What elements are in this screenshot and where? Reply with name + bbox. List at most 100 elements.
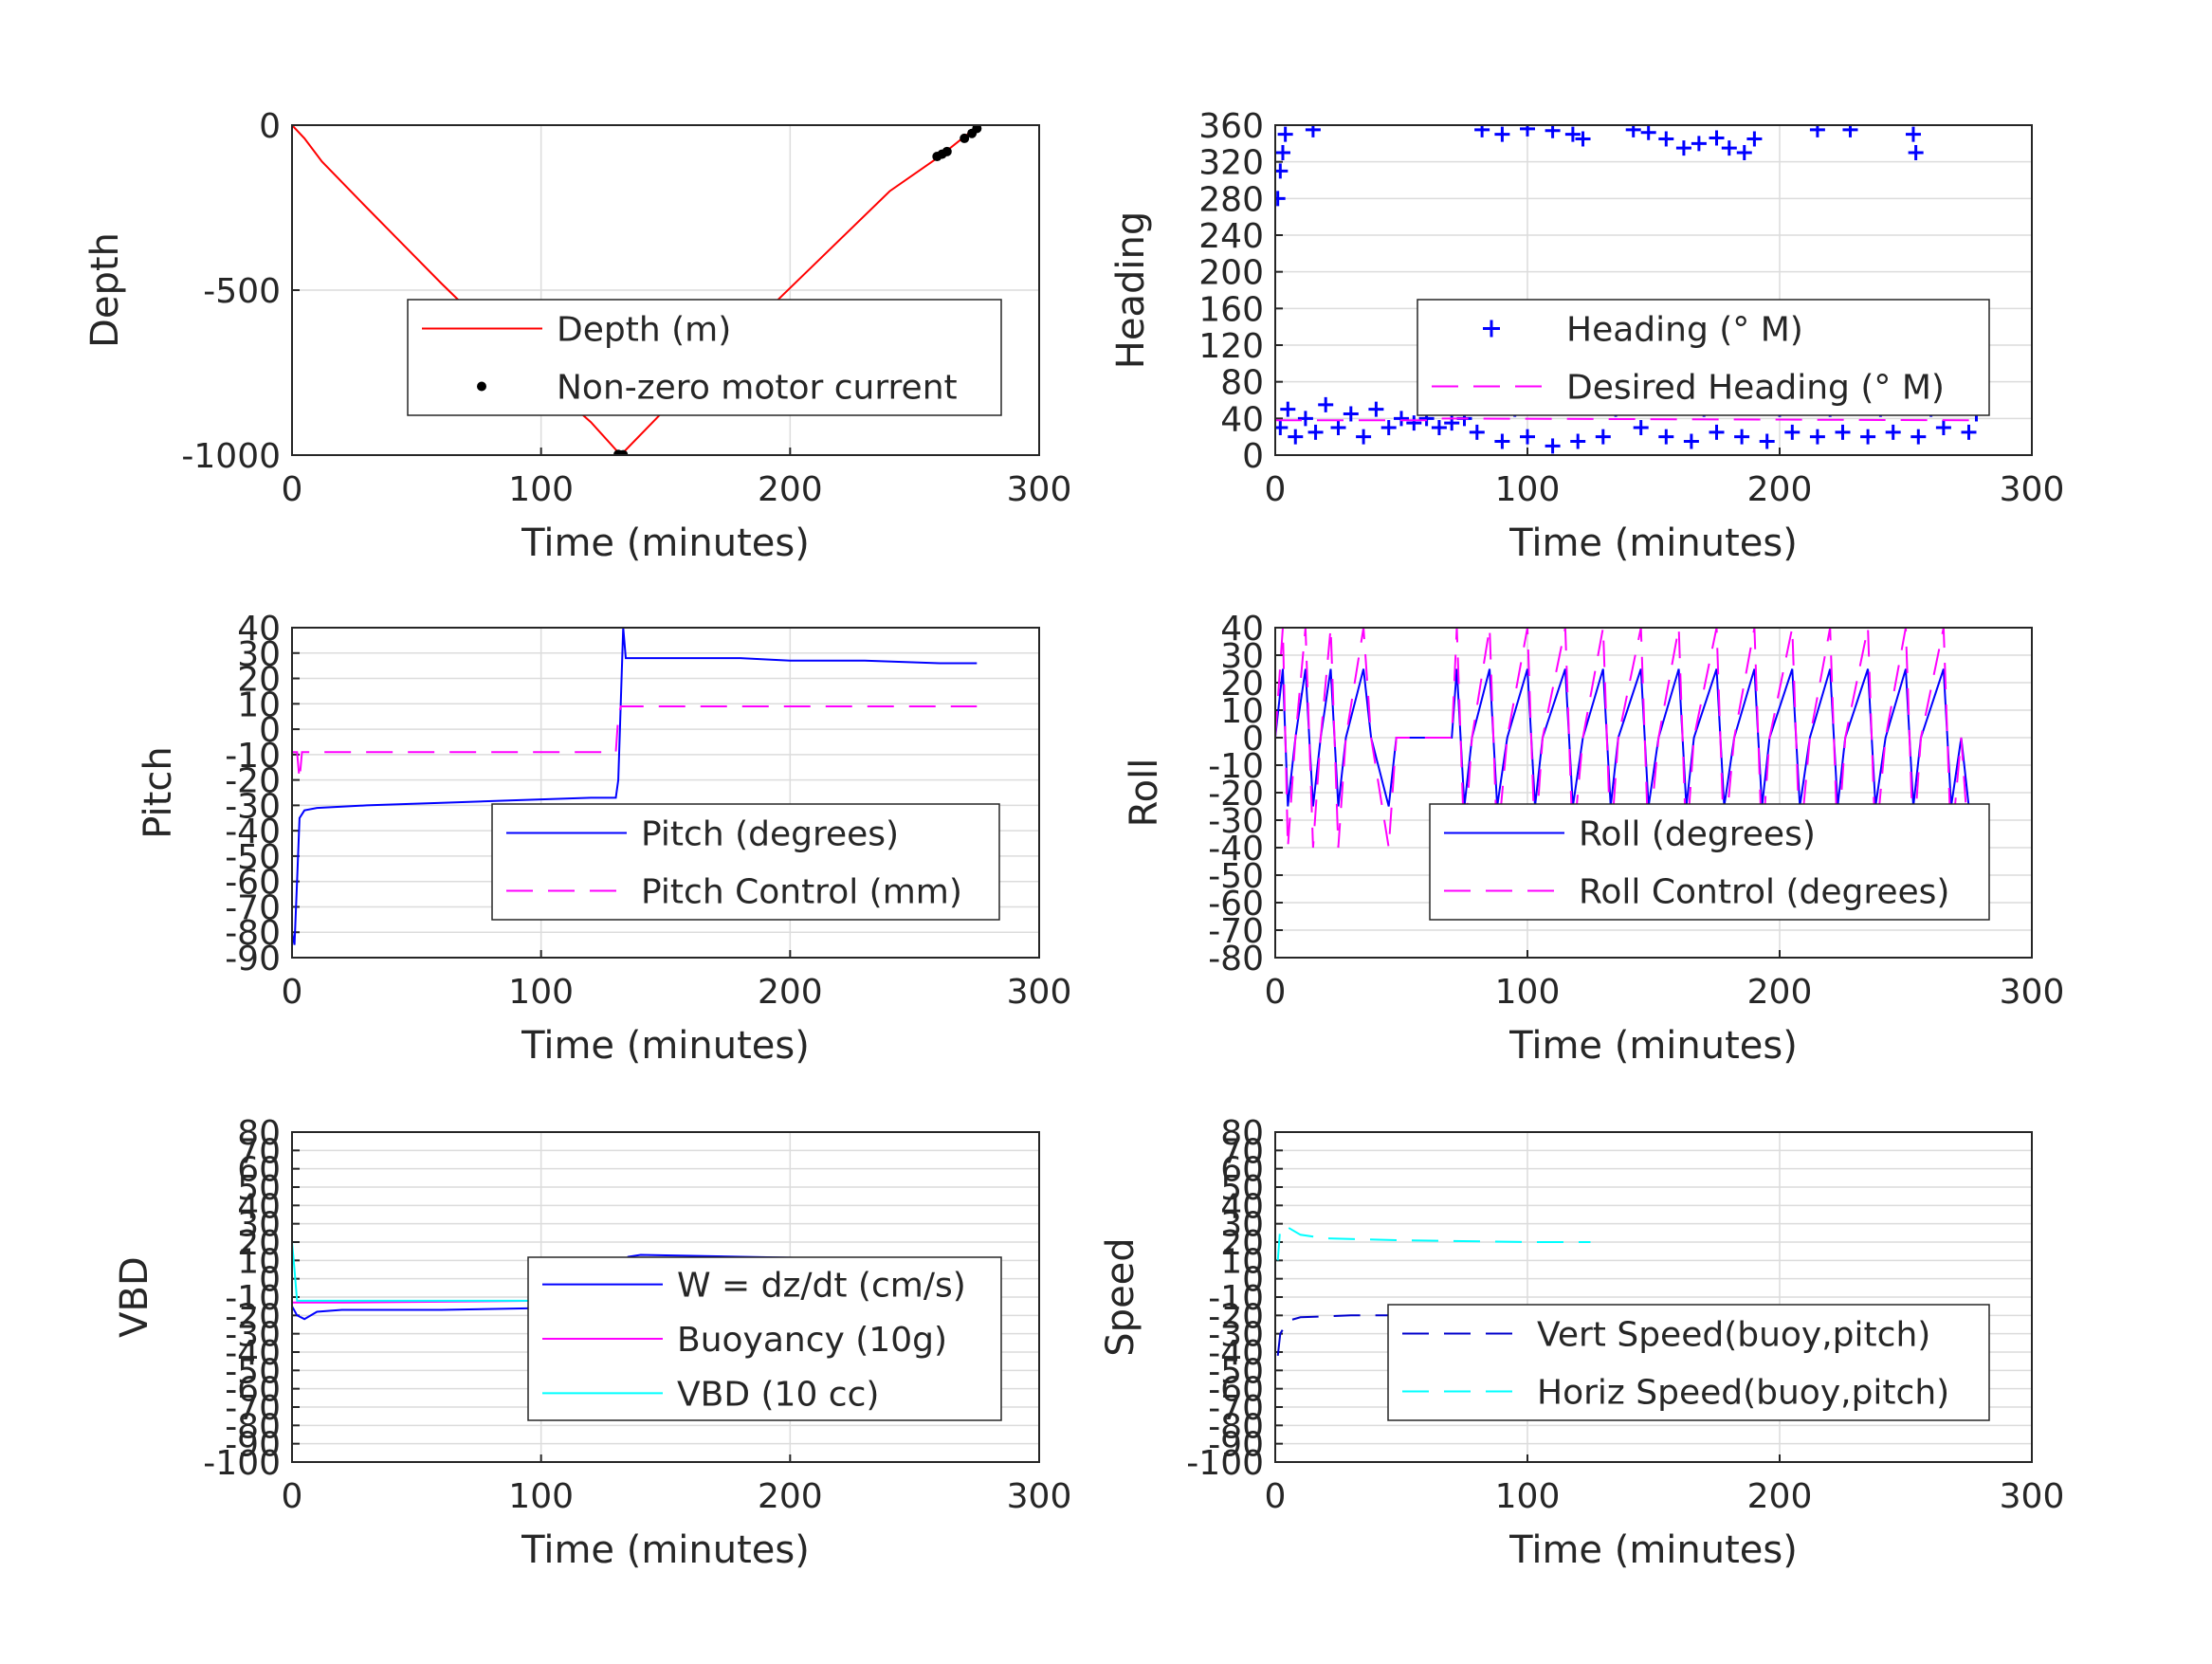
y-tick-label: -100	[203, 1444, 281, 1483]
y-tick-label: -70	[1208, 1389, 1264, 1428]
axes-frame	[291, 124, 1040, 456]
x-tick-label: 300	[1007, 470, 1072, 509]
series-non-zero-motor-current-point	[972, 125, 982, 134]
axes-frame	[1274, 124, 2033, 456]
series-heading-m-point	[1494, 433, 1510, 449]
y-tick-label: 10	[1220, 692, 1264, 731]
y-axis-label: Pitch	[137, 746, 180, 838]
y-tick-label: 0	[1242, 1261, 1264, 1300]
series-heading-m-point	[1575, 131, 1591, 147]
y-tick-label: 10	[1220, 1242, 1264, 1281]
legend-pitch-degrees-label: Pitch (degrees)	[641, 815, 899, 854]
y-tick-label: 0	[259, 1261, 281, 1300]
panel-depth: 0 100 200 300 0 -500 -1000 Time (minutes) Depth D…	[83, 107, 1071, 565]
panel-roll: 0 100 200 300403020100-10-20-30-40-50-60-70…	[1123, 610, 2064, 1068]
y-tick-label: -60	[1208, 885, 1264, 923]
series-heading-m-point	[1356, 429, 1372, 445]
x-tick-label: 200	[1747, 1477, 1813, 1516]
y-tick-label: 0	[1242, 437, 1264, 476]
y-tick-label: -50	[225, 1352, 281, 1391]
y-tick-label: 280	[1198, 180, 1264, 219]
series-heading-m-point	[1675, 140, 1691, 156]
y-tick-label: 40	[1220, 610, 1264, 649]
x-tick-label: 0	[1265, 470, 1287, 509]
y-tick-label: -20	[1208, 1297, 1264, 1336]
y-tick-label: 40	[1220, 1187, 1264, 1226]
x-tick-label: 100	[508, 470, 574, 509]
data-layer	[1275, 628, 1970, 849]
y-axis-label: Depth	[83, 232, 127, 348]
series-roll-degrees-line	[1275, 668, 1970, 807]
series-heading-m-point	[1809, 125, 1825, 137]
y-tick-label: 30	[237, 635, 281, 674]
axes-frame	[291, 1131, 1040, 1463]
y-axis-label: Roll	[1123, 759, 1166, 828]
y-tick-label: -70	[225, 1389, 281, 1428]
series-heading-m-point	[1520, 429, 1535, 445]
y-tick-label: -10	[225, 737, 281, 776]
series-heading-m-point	[1545, 438, 1561, 454]
y-tick-label: -10	[225, 1279, 281, 1318]
y-tick-label: -90	[1208, 1426, 1264, 1465]
y-tick-label: 40	[237, 1187, 281, 1226]
y-tick-label: -10	[1208, 747, 1264, 786]
series-heading-m-point	[1759, 433, 1775, 449]
y-tick-label: 50	[237, 1169, 281, 1208]
x-tick-label: 0	[1265, 973, 1287, 1012]
series-heading-m-point	[1640, 125, 1656, 140]
x-axis-label: Time (minutes)	[1508, 1024, 1798, 1068]
y-tick-label: -70	[225, 888, 281, 927]
y-tick-label: 10	[237, 1242, 281, 1281]
series-heading-m-point	[1908, 145, 1924, 160]
series-heading-m-point	[1394, 411, 1409, 427]
x-tick-label: 300	[1007, 973, 1072, 1012]
x-tick-label: 100	[1495, 1477, 1561, 1516]
series-roll-control-degrees-line	[1275, 628, 1970, 849]
y-tick-label: 60	[237, 1151, 281, 1190]
y-tick-label: 160	[1198, 290, 1264, 329]
series-heading-m-point	[1380, 420, 1397, 435]
series-heading-m-point	[1746, 131, 1763, 147]
series-heading-m-point	[1961, 424, 1977, 440]
series-heading-m-point	[1406, 415, 1422, 431]
series-heading-m-point	[1633, 420, 1649, 435]
x-tick-label: 100	[1495, 973, 1561, 1012]
axes-frame	[291, 627, 1040, 959]
y-tick-label: 30	[1220, 637, 1264, 676]
y-tick-label: 40	[1220, 400, 1264, 439]
y-tick-label: 50	[1220, 1169, 1264, 1208]
series-heading-m-point	[1842, 125, 1858, 137]
series-heading-m-point	[1721, 140, 1737, 156]
x-tick-label: 200	[758, 470, 823, 509]
y-tick-label: 200	[1198, 254, 1264, 293]
x-tick-label: 200	[758, 973, 823, 1012]
y-tick-label: 40	[237, 610, 281, 649]
legend-heading-m-label: Heading (° M)	[1566, 311, 1803, 350]
y-tick-label: -1000	[181, 437, 281, 476]
y-tick-label: 30	[1220, 1206, 1264, 1245]
y-tick-label: 320	[1198, 144, 1264, 183]
legend-vbd-10-cc-label: VBD (10 cc)	[677, 1375, 879, 1414]
panel-heading: 0 100 200 30004080120160200240280320360Time…	[1109, 107, 2064, 565]
x-tick-label: 0	[1265, 1477, 1287, 1516]
x-tick-label: 300	[1007, 1477, 1072, 1516]
y-tick-label: -30	[225, 1316, 281, 1355]
y-tick-label: -60	[225, 1371, 281, 1410]
series-heading-m-point	[1318, 396, 1334, 412]
y-tick-label: -100	[1186, 1444, 1264, 1483]
y-tick-label: 20	[237, 1224, 281, 1263]
x-axis-label: Time (minutes)	[1508, 1528, 1798, 1572]
series-heading-m-point	[1305, 125, 1321, 137]
y-tick-label: -60	[225, 864, 281, 903]
series-heading-m-point	[1885, 424, 1901, 440]
y-tick-label: 70	[1220, 1132, 1264, 1171]
legend-pitch-control-mm-label: Pitch Control (mm)	[641, 873, 962, 912]
y-tick-label: -40	[1208, 1334, 1264, 1373]
y-tick-label: -40	[225, 1334, 281, 1373]
y-tick-label: -80	[1208, 1407, 1264, 1446]
series-non-zero-motor-current-point	[941, 146, 952, 156]
y-tick-label: -30	[1208, 802, 1264, 841]
y-tick-label: -30	[1208, 1316, 1264, 1355]
legend-box	[407, 299, 1002, 416]
legend-vert-speed-buoy-pitch-label: Vert Speed(buoy,pitch)	[1537, 1316, 1930, 1355]
